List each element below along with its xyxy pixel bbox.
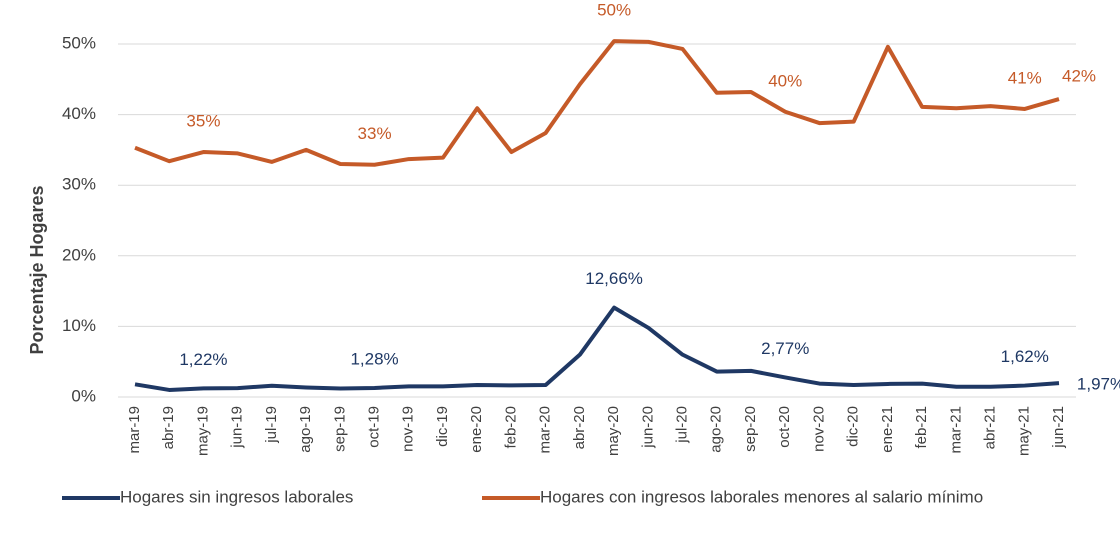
x-tick-label: jul-19	[263, 406, 280, 444]
x-tick-label: feb-21	[913, 406, 930, 449]
x-tick-label: oct-20	[776, 406, 793, 448]
data-label: 1,97%	[1077, 375, 1120, 394]
data-label: 2,77%	[761, 339, 809, 358]
y-axis-title: Porcentaje Hogares	[27, 185, 47, 354]
data-label: 12,66%	[585, 269, 643, 288]
x-tick-label: dic-20	[845, 406, 862, 447]
data-label: 42%	[1062, 67, 1096, 86]
series-line	[134, 305, 1060, 392]
y-tick-label: 30%	[62, 175, 96, 194]
x-tick-label: abr-21	[982, 406, 999, 449]
x-tick-label: may-21	[1016, 406, 1033, 456]
x-tick-label: nov-19	[400, 406, 417, 452]
y-tick-label: 50%	[62, 33, 96, 52]
legend-label: Hogares con ingresos laborales menores a…	[540, 487, 983, 506]
x-tick-label: sep-19	[331, 406, 348, 452]
y-tick-label: 10%	[62, 316, 96, 335]
x-tick-label: mar-21	[947, 406, 964, 454]
x-tick-label: ene-20	[468, 406, 485, 453]
x-tick-label: may-19	[194, 406, 211, 456]
data-label: 50%	[597, 1, 631, 20]
x-tick-label: may-20	[605, 406, 622, 456]
x-tick-label: mar-20	[537, 406, 554, 454]
series-line	[134, 39, 1060, 167]
x-tick-label: abr-19	[160, 406, 177, 449]
y-tick-label: 40%	[62, 104, 96, 123]
x-tick-label: jun-20	[639, 406, 656, 449]
data-label: 1,62%	[1001, 347, 1049, 366]
data-label: 1,22%	[179, 350, 227, 369]
data-label: 35%	[186, 112, 220, 131]
legend-label: Hogares sin ingresos laborales	[120, 487, 353, 506]
data-label: 33%	[358, 124, 392, 143]
data-label: 1,28%	[350, 349, 398, 368]
y-tick-label: 20%	[62, 245, 96, 264]
x-tick-label: jun-19	[229, 406, 246, 449]
x-tick-label: ene-21	[879, 406, 896, 453]
x-tick-label: jun-21	[1050, 406, 1067, 449]
data-label: 40%	[768, 71, 802, 90]
data-label: 41%	[1008, 68, 1042, 87]
x-tick-label: ago-19	[297, 406, 314, 453]
x-tick-label: oct-19	[366, 406, 383, 448]
x-tick-label: dic-19	[434, 406, 451, 447]
x-tick-label: sep-20	[742, 406, 759, 452]
x-tick-label: mar-19	[126, 406, 143, 454]
y-tick-label: 0%	[71, 386, 96, 405]
x-tick-label: jul-20	[674, 406, 691, 444]
x-tick-label: ago-20	[708, 406, 725, 453]
x-tick-label: abr-20	[571, 406, 588, 449]
x-tick-label: nov-20	[810, 406, 827, 452]
x-tick-label: feb-20	[502, 406, 519, 449]
